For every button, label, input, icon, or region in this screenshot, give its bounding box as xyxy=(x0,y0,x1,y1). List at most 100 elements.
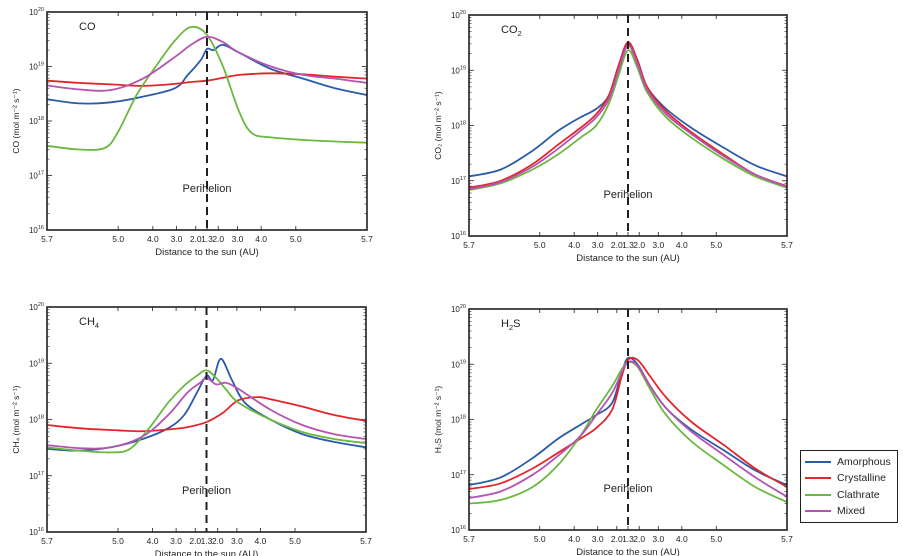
x-tick-label: 5.0 xyxy=(112,536,124,546)
x-tick-label: 3.0 xyxy=(171,234,183,244)
y-tick-label: 1020 xyxy=(451,10,466,20)
x-tick-label: 5.0 xyxy=(290,234,302,244)
x-axis-label: Distance to the sun (AU) xyxy=(576,253,680,264)
legend-swatch xyxy=(805,477,831,480)
x-tick-label: 5.7 xyxy=(463,534,475,544)
chart-title: CH4 xyxy=(79,316,99,330)
x-tick-label: 4.0 xyxy=(255,234,267,244)
plot-frame xyxy=(468,308,788,531)
y-tick-label: 1016 xyxy=(29,225,44,235)
perihelion-label: Perihelion xyxy=(182,485,231,497)
x-axis-label: Distance to the sun (AU) xyxy=(155,549,259,556)
x-tick-label: 5.7 xyxy=(41,536,53,546)
y-tick-label: 1018 xyxy=(451,415,466,425)
y-tick-label: 1016 xyxy=(29,527,44,537)
legend-item-clathrate: Clathrate xyxy=(805,487,893,503)
x-tick-label: 3.0 xyxy=(231,536,243,546)
legend-label: Mixed xyxy=(837,505,866,518)
y-axis-label: CO (mol m⁻² s⁻¹) xyxy=(11,88,21,153)
x-axis-label: Distance to the sun (AU) xyxy=(155,247,259,258)
x-axis-label: Distance to the sun (AU) xyxy=(576,547,680,556)
x-tick-label: 3.0 xyxy=(592,240,604,250)
plot-frame xyxy=(46,306,367,533)
x-tick-label: 4.0 xyxy=(147,234,159,244)
y-tick-label: 1017 xyxy=(29,471,44,481)
series-line-crystalline xyxy=(468,41,788,189)
series-line-amorphous xyxy=(468,356,788,486)
series-line-mixed xyxy=(468,360,788,499)
series-line-clathrate xyxy=(46,25,368,151)
x-tick-label: 5.0 xyxy=(710,534,722,544)
legend-label: Crystalline xyxy=(837,472,887,485)
y-tick-label: 1016 xyxy=(451,231,466,241)
x-tick-label: 3.0 xyxy=(170,536,182,546)
legend-swatch xyxy=(805,510,831,513)
x-tick-label: 5.7 xyxy=(41,234,53,244)
x-tick-label: 5.0 xyxy=(289,536,301,546)
x-tick-label: 5.7 xyxy=(781,240,793,250)
legend-label: Clathrate xyxy=(837,488,880,501)
chart-panel: 5.7 5.0 4.0 3.0 2.0 1.3 2.0 3.0 4.0 5.0 5.71016101… xyxy=(11,302,372,556)
x-tick-label: 4.0 xyxy=(255,536,267,546)
x-tick-label: 1.3 xyxy=(622,240,634,250)
legend-item-mixed: Mixed xyxy=(805,503,893,519)
x-tick-label: 1.3 xyxy=(201,536,213,546)
x-tick-label: 2.0 xyxy=(611,534,623,544)
chart-title: CO2 xyxy=(501,24,522,38)
y-tick-label: 1020 xyxy=(451,304,466,314)
x-tick-label: 2.0 xyxy=(611,240,623,250)
y-tick-label: 1019 xyxy=(29,358,44,368)
y-axis-label: CH₄ (mol m⁻² s⁻¹) xyxy=(11,385,21,453)
legend-label: Amorphous xyxy=(837,456,891,469)
x-tick-label: 4.0 xyxy=(147,536,159,546)
y-tick-label: 1018 xyxy=(451,121,466,131)
y-tick-label: 1016 xyxy=(451,525,466,535)
x-tick-label: 2.0 xyxy=(633,534,645,544)
y-tick-label: 1019 xyxy=(451,359,466,369)
perihelion-label: Perihelion xyxy=(183,183,232,195)
series-line-amorphous xyxy=(46,43,368,105)
y-axis-label: CO₂ (mol m⁻² s⁻¹) xyxy=(433,91,443,160)
y-tick-label: 1018 xyxy=(29,116,44,126)
chart-panel: 5.7 5.0 4.0 3.0 2.0 1.3 2.0 3.0 4.0 5.0 5.71016101… xyxy=(433,304,793,556)
series-line-crystalline xyxy=(46,396,367,433)
series-line-mixed xyxy=(46,35,368,92)
y-tick-label: 1017 xyxy=(29,171,44,181)
x-tick-label: 2.0 xyxy=(189,536,201,546)
x-tick-label: 5.7 xyxy=(463,240,475,250)
x-tick-label: 3.0 xyxy=(232,234,244,244)
chart-title: H2S xyxy=(501,318,520,332)
legend-swatch xyxy=(805,493,831,496)
x-tick-label: 1.3 xyxy=(201,234,213,244)
x-tick-label: 3.0 xyxy=(652,534,664,544)
x-tick-label: 3.0 xyxy=(652,240,664,250)
x-tick-label: 2.0 xyxy=(190,234,202,244)
perihelion-label: Perihelion xyxy=(604,189,653,201)
series-line-clathrate xyxy=(46,369,367,454)
x-tick-label: 2.0 xyxy=(212,234,224,244)
x-tick-label: 5.0 xyxy=(112,234,124,244)
x-tick-label: 2.0 xyxy=(212,536,224,546)
chart-panel: 5.7 5.0 4.0 3.0 2.0 1.3 2.0 3.0 4.0 5.0 5.71016101… xyxy=(11,7,373,258)
y-tick-label: 1020 xyxy=(29,7,44,17)
series-line-clathrate xyxy=(468,49,788,191)
plot-frame xyxy=(468,14,788,237)
series-line-mixed xyxy=(468,44,788,191)
legend-swatch xyxy=(805,461,831,464)
x-tick-label: 5.0 xyxy=(710,240,722,250)
x-tick-label: 2.0 xyxy=(633,240,645,250)
y-axis-label: H₂S (mol m⁻² s⁻¹) xyxy=(433,386,443,454)
x-tick-label: 5.0 xyxy=(534,534,546,544)
y-tick-label: 1017 xyxy=(451,176,466,186)
x-tick-label: 1.3 xyxy=(622,534,634,544)
x-tick-label: 4.0 xyxy=(676,534,688,544)
legend-item-crystalline: Crystalline xyxy=(805,470,893,486)
x-tick-label: 4.0 xyxy=(676,240,688,250)
x-tick-label: 4.0 xyxy=(568,534,580,544)
y-tick-label: 1020 xyxy=(29,302,44,312)
x-tick-label: 5.7 xyxy=(361,234,373,244)
y-tick-label: 1017 xyxy=(451,470,466,480)
y-tick-label: 1019 xyxy=(29,62,44,72)
x-tick-label: 3.0 xyxy=(592,534,604,544)
chart-panel: 5.7 5.0 4.0 3.0 2.0 1.3 2.0 3.0 4.0 5.0 5.71016101… xyxy=(433,10,793,264)
